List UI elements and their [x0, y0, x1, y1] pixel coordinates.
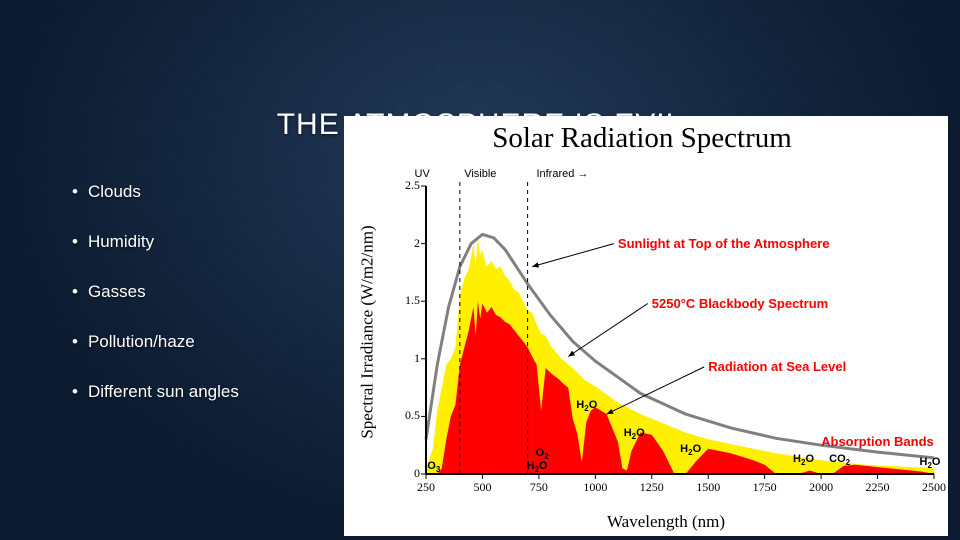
x-tick: 2250: [863, 480, 893, 495]
x-tick: 1000: [580, 480, 610, 495]
spectrum-region-label: UV: [415, 168, 430, 180]
x-tick: 2500: [919, 480, 949, 495]
absorption-label: O3: [427, 460, 440, 474]
x-tick: 1500: [693, 480, 723, 495]
spectrum-region-label: Infrared →: [536, 168, 588, 180]
list-item: Pollution/haze: [72, 332, 239, 352]
x-tick: 500: [467, 480, 497, 495]
absorption-label: H2O: [624, 427, 645, 441]
absorption-label: H2O: [680, 443, 701, 457]
absorption-label: H2O: [793, 453, 814, 467]
chart-annotation: Absorption Bands: [821, 434, 934, 449]
list-item: Clouds: [72, 182, 239, 202]
y-tick: 1: [394, 351, 420, 366]
y-axis-label: Spectral Irradiance (W/m2/nm): [352, 164, 384, 500]
x-axis-label: Wavelength (nm): [392, 512, 940, 532]
spectrum-region-label: Visible: [464, 168, 496, 180]
y-tick: 0.5: [394, 408, 420, 423]
y-tick: 2.5: [394, 178, 420, 193]
list-item: Different sun angles: [72, 382, 239, 402]
x-tick: 2000: [806, 480, 836, 495]
absorption-label: H2O: [527, 460, 548, 474]
x-tick: 1750: [750, 480, 780, 495]
bullet-list: Clouds Humidity Gasses Pollution/haze Di…: [72, 182, 239, 432]
y-tick: 2: [394, 236, 420, 251]
plot-area: 250500750100012501500175020002250250000.…: [392, 164, 940, 500]
absorption-label: CO2: [829, 453, 850, 467]
chart-title: Solar Radiation Spectrum: [344, 122, 940, 155]
x-tick: 750: [524, 480, 554, 495]
chart-annotation: 5250°C Blackbody Spectrum: [652, 296, 828, 311]
y-tick: 1.5: [394, 293, 420, 308]
list-item: Gasses: [72, 282, 239, 302]
x-tick: 1250: [637, 480, 667, 495]
solar-spectrum-chart: Solar Radiation Spectrum Spectral Irradi…: [344, 116, 948, 536]
absorption-label: H2O: [919, 456, 940, 470]
y-tick: 0: [394, 466, 420, 481]
list-item: Humidity: [72, 232, 239, 252]
chart-annotation: Radiation at Sea Level: [708, 359, 846, 374]
absorption-label: H2O: [576, 399, 597, 413]
x-tick: 250: [411, 480, 441, 495]
chart-annotation: Sunlight at Top of the Atmosphere: [618, 236, 830, 251]
